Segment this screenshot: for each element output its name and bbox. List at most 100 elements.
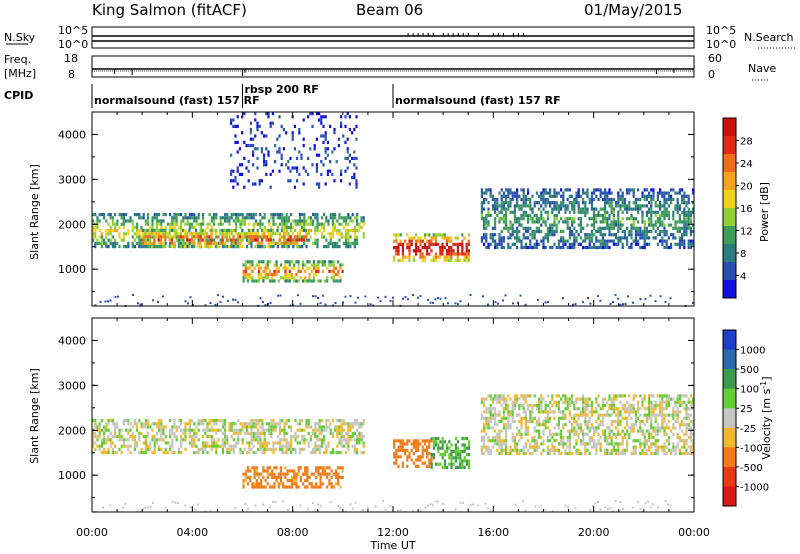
heatmap-cell (283, 219, 286, 223)
heatmap-cell (305, 232, 308, 236)
heatmap-cell (601, 220, 604, 224)
heatmap-cell (287, 419, 290, 423)
heatmap-cell (608, 197, 611, 202)
heatmap-cell (546, 394, 549, 398)
heatmap-cell (423, 242, 426, 246)
heatmap-cell (210, 238, 213, 242)
heatmap-cell (542, 423, 545, 427)
heatmap-cell (656, 394, 659, 398)
heatmap-cell (331, 241, 334, 245)
heatmap-cell (441, 440, 444, 444)
heatmap-cell (527, 426, 530, 430)
heatmap-cell (483, 236, 486, 240)
heatmap-cell (654, 403, 657, 408)
heatmap-cell (661, 426, 664, 430)
heatmap-cell (334, 482, 338, 486)
heatmap-cell (568, 410, 571, 414)
heatmap-cell (450, 465, 453, 469)
heatmap-cell (426, 448, 429, 452)
heatmap-cell (147, 444, 150, 448)
heatmap-cell (342, 444, 345, 448)
heatmap-cell (278, 115, 281, 119)
heatmap-cell (334, 229, 337, 233)
heatmap-cell (538, 207, 541, 211)
heatmap-cell (689, 233, 692, 237)
heatmap-cell (320, 232, 323, 236)
heatmap-cell (242, 479, 245, 483)
heatmap-cell (505, 439, 508, 443)
heatmap-cell (430, 455, 433, 459)
heatmap-cell (305, 419, 308, 423)
heatmap-cell (320, 425, 323, 429)
heatmap-cell (645, 233, 648, 237)
heatmap-cell (334, 216, 337, 220)
heatmap-cell (268, 425, 271, 429)
heatmap-cell (100, 241, 103, 245)
heatmap-cell (577, 451, 580, 456)
heatmap-cell (459, 258, 462, 262)
heatmap-cell (329, 213, 332, 217)
heatmap-cell (127, 241, 130, 245)
heatmap-cell (290, 222, 293, 226)
heatmap-cell (689, 226, 692, 230)
heatmap-cell (338, 431, 341, 435)
heatmap-cell (225, 238, 228, 242)
heatmap-cell (268, 222, 271, 226)
heatmap-cell (446, 446, 449, 450)
heatmap-cell (448, 249, 451, 253)
heatmap-cell (648, 201, 651, 205)
heatmap-cell (439, 297, 442, 300)
heatmap-cell (96, 241, 99, 245)
heatmap-cell (406, 455, 409, 459)
heatmap-cell (678, 204, 681, 208)
heatmap-cell (639, 429, 642, 433)
heatmap-cell (270, 428, 273, 432)
heatmap-cell (542, 432, 545, 436)
heatmap-cell (654, 419, 657, 424)
heatmap-cell (184, 425, 187, 429)
heatmap-cell (131, 425, 134, 429)
heatmap-cell (206, 451, 209, 455)
heatmap-cell (516, 451, 519, 456)
power-xaxis-ticks (91, 112, 695, 306)
heatmap-cell (608, 429, 611, 433)
heatmap-cell (590, 435, 593, 440)
heatmap-cell (316, 438, 319, 442)
heatmap-cell (247, 241, 250, 245)
heatmap-cell (195, 235, 198, 239)
heatmap-cell (173, 213, 176, 217)
heatmap-cell (601, 191, 604, 195)
heatmap-cell (260, 179, 263, 183)
heatmap-cell (122, 419, 125, 423)
heatmap-cell (419, 458, 422, 462)
heatmap-cell (288, 479, 291, 483)
heatmap-cell (678, 226, 681, 230)
heatmap-cell (432, 258, 435, 262)
heatmap-cell (168, 244, 171, 248)
heatmap-cell (401, 249, 404, 253)
heatmap-cell (296, 422, 299, 426)
heatmap-cell (654, 213, 657, 218)
heatmap-cell (279, 441, 282, 445)
heatmap-cell (549, 204, 552, 208)
heatmap-cell (456, 242, 459, 246)
heatmap-cell (505, 217, 508, 221)
heatmap-cell (672, 226, 675, 230)
heatmap-cell (148, 241, 151, 245)
heatmap-cell (681, 400, 684, 404)
heatmap-cell (265, 229, 268, 233)
heatmap-cell (540, 229, 543, 234)
heatmap-cell (334, 472, 338, 476)
heatmap-cell (186, 238, 189, 242)
heatmap-cell (362, 216, 365, 220)
heatmap-cell (276, 150, 279, 154)
heatmap-cell (140, 425, 143, 429)
heatmap-cell (270, 213, 273, 217)
heatmap-cell (331, 431, 334, 435)
heatmap-cell (236, 235, 239, 239)
heatmap-cell (129, 216, 132, 220)
heatmap-cell (555, 191, 558, 195)
heatmap-cell (661, 416, 664, 420)
heatmap-cell (659, 201, 662, 205)
heatmap-cell (656, 210, 659, 214)
